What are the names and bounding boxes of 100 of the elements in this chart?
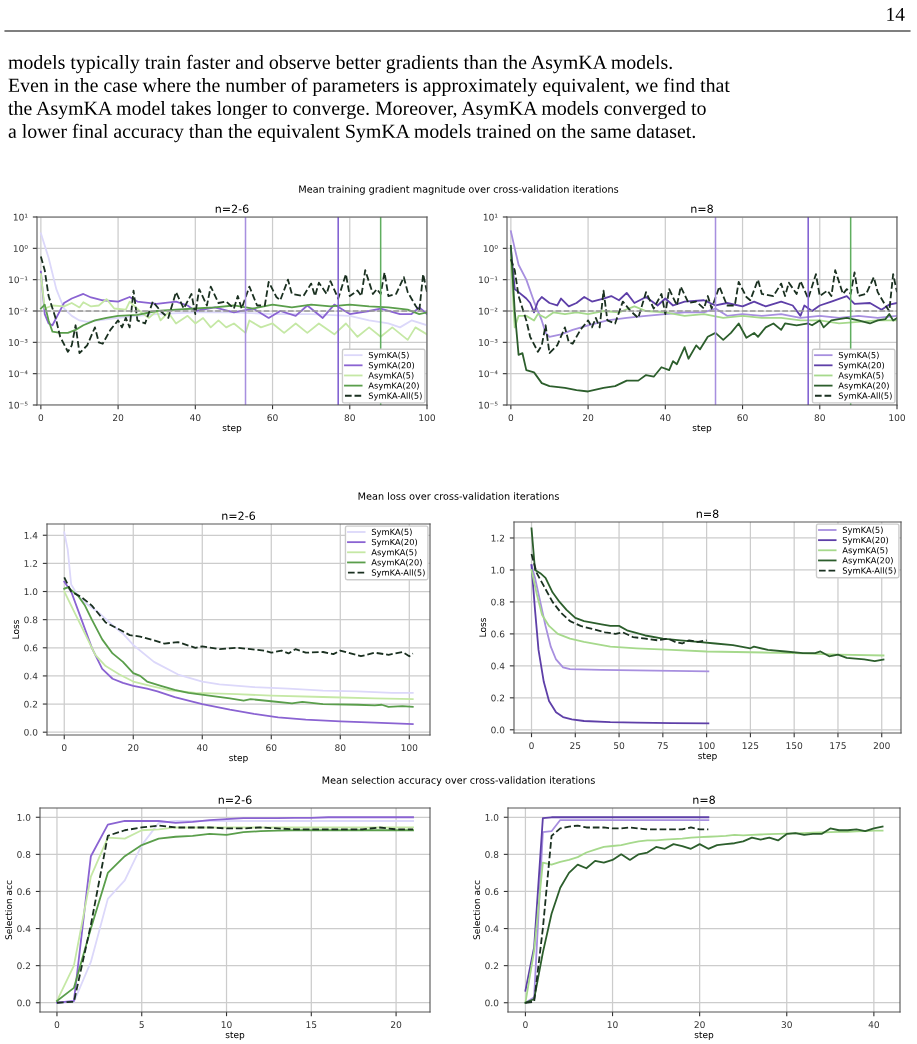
chart-subtitle: n=8 [693,795,715,804]
x-tick-label: 25 [570,742,581,750]
legend-label: AsymKA(20) [838,382,889,391]
text: 14 [887,7,905,21]
x-tick-label: 0 [523,1021,528,1029]
x-tick-label: 100 [419,414,436,422]
y-tick-label: 0.4 [24,672,38,680]
legend-label: SymKA-All(5) [842,567,896,576]
legend-label: SymKA(5) [368,351,409,360]
x-tick-label: 0 [54,1021,60,1029]
legend-label: AsymKA(5) [368,372,414,381]
y-tick-label: 0.0 [491,726,505,734]
x-tick-label: 20 [694,1021,705,1029]
y-tick-label: 0.8 [24,616,38,624]
y-tick-label: 1.2 [491,534,505,542]
y-tick-label: 10⁻⁴ [9,370,28,378]
x-tick-label: 100 [889,414,906,422]
x-axis-title: step [225,1031,245,1040]
y-tick-label: 1.0 [491,566,505,574]
x-tick-label: 175 [830,742,846,750]
chart-subtitle: n=2-6 [218,795,252,804]
y-tick-label: 0.4 [491,662,505,670]
legend-label: SymKA-All(5) [838,392,892,401]
legend-label: SymKA(20) [371,538,418,547]
text: Mean loss over cross-validation iterations [358,492,559,500]
text: Even in the case where the number of parameters is approximately equivalent, we find that [8,77,730,97]
y-tick-label: 10⁻² [9,307,28,315]
x-tick-label: 60 [266,744,277,752]
y-tick-label: 0.6 [485,888,499,896]
x-tick-label: 80 [344,414,355,422]
y-tick-label: 10⁰ [13,245,28,252]
x-tick-label: 20 [583,414,594,422]
chart-subtitle: n=2-6 [215,204,249,213]
y-tick-label: 0.2 [17,962,31,970]
x-tick-label: 15 [306,1021,317,1029]
y-tick-label: 10⁻³ [479,339,498,346]
x-tick-label: 40 [196,744,208,752]
y-tick-label: 0.2 [491,694,505,702]
y-tick-label: 10⁻⁵ [479,401,498,409]
chart-subtitle: n=8 [696,509,719,518]
y-tick-label: 10⁻¹ [479,276,498,284]
x-tick-label: 75 [657,742,668,750]
y-tick-label: 0.8 [17,851,31,858]
x-tick-label: 80 [335,744,346,752]
y-axis-title: Selection acc [5,880,13,940]
y-tick-label: 10¹ [483,213,498,221]
y-tick-label: 1.0 [485,814,499,821]
y-tick-label: 0.6 [17,888,31,896]
x-axis-title: step [694,1031,714,1040]
legend-label: AsymKA(5) [842,546,888,555]
y-tick-label: 0.0 [485,999,499,1007]
text: Mean training gradient magnitude over cross-validation iterations [299,185,619,195]
legend-label: AsymKA(20) [371,559,422,568]
x-tick-label: 10 [221,1021,232,1029]
legend-label: AsymKA(20) [842,557,893,566]
x-axis-title: step [698,752,717,761]
chart-subtitle: n=8 [691,204,713,213]
chart-subtitle: n=2-6 [222,511,256,520]
legend-label: AsymKA(20) [368,382,419,391]
x-tick-label: 20 [113,414,124,422]
legend-label: SymKA-All(5) [368,392,422,401]
y-tick-label: 10⁻⁴ [479,370,498,378]
x-axis-title: step [222,424,242,433]
x-tick-label: 40 [190,414,201,422]
x-tick-label: 100 [699,742,715,750]
x-tick-label: 10 [607,1021,618,1029]
y-tick-label: 0.6 [491,630,505,638]
legend-label: SymKA(20) [368,361,415,370]
x-tick-label: 30 [781,1021,792,1029]
x-tick-label: 60 [267,414,278,422]
x-tick-label: 60 [737,414,748,422]
x-tick-label: 20 [391,1021,402,1029]
legend-label: SymKA(5) [371,528,412,537]
x-tick-label: 80 [814,414,825,422]
x-tick-label: 200 [873,742,890,750]
y-tick-label: 0.8 [485,851,499,858]
y-tick-label: 0.2 [24,700,38,708]
y-tick-label: 1.0 [24,588,38,596]
x-tick-label: 100 [401,744,418,752]
legend-label: SymKA(20) [838,361,885,370]
legend-label: AsymKA(5) [371,548,417,557]
y-tick-label: 0.4 [485,925,499,933]
y-tick-label: 0.0 [24,728,38,736]
legend-label: SymKA(5) [842,526,883,535]
y-tick-label: 10⁰ [483,245,498,252]
y-tick-label: 0.4 [17,925,31,933]
legend-label: SymKA(20) [842,536,889,545]
x-tick-label: 0 [508,414,514,422]
x-tick-label: 150 [786,742,803,750]
y-tick-label: 10⁻⁵ [9,401,28,409]
x-tick-label: 40 [868,1021,880,1029]
text: a lower final accuracy than the equivalent SymKA models trained on the same dataset. [8,123,695,143]
y-axis-title: Selection acc [473,880,481,940]
y-tick-label: 1.0 [17,814,31,821]
x-axis-title: step [229,754,248,763]
legend-label: SymKA-All(5) [371,569,425,578]
x-tick-label: 20 [128,744,139,752]
y-tick-label: 0.2 [485,962,499,970]
text: models typically train faster and observe better gradients than the AsymKA models. [8,54,672,74]
x-tick-label: 0 [38,414,44,422]
